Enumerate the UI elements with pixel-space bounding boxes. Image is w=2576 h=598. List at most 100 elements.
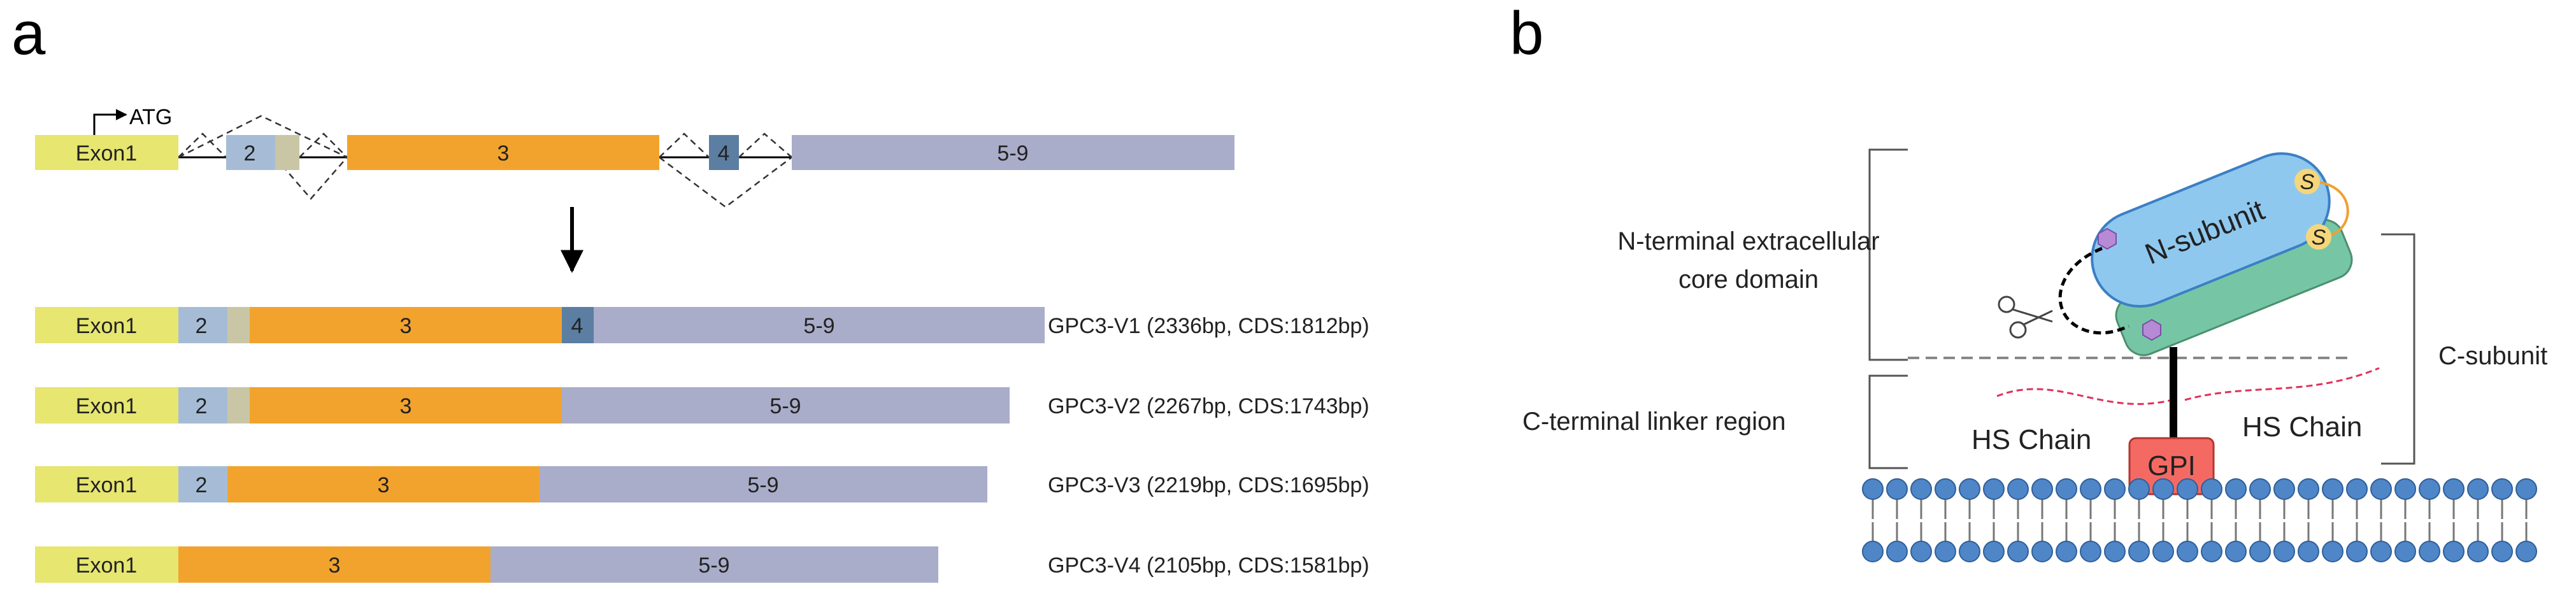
panel-b-letter: b xyxy=(1510,0,1543,68)
disulfide-s-bottom-label: S xyxy=(2312,225,2326,250)
scissors-icon xyxy=(1998,295,2053,339)
v1-caption: GPC3-V1 (2336bp, CDS:1812bp) xyxy=(1048,314,1370,338)
lipid-head-icon xyxy=(2346,541,2368,562)
v1-exon-5-9-label: 5-9 xyxy=(803,314,834,338)
v1-exon-4-label: 4 xyxy=(571,314,583,338)
disulfide-bond-line xyxy=(2308,180,2349,237)
panel-b: b N-terminal extracellular core domain C… xyxy=(1510,0,2547,562)
lipid-head-icon xyxy=(2394,541,2416,562)
exon-3 xyxy=(347,135,659,170)
lipid-head-icon xyxy=(2128,541,2150,562)
lipid-head-icon xyxy=(2443,478,2465,500)
gpi-label: GPI xyxy=(2147,450,2196,481)
v1-exon-3-label: 3 xyxy=(400,314,412,338)
hexagon-bottom-icon xyxy=(2142,318,2161,341)
lipid-head-icon xyxy=(2225,541,2247,562)
lipid-head-icon xyxy=(1959,478,1980,500)
hexagon-top-icon xyxy=(2098,227,2117,250)
lipid-head-icon xyxy=(2152,541,2174,562)
disulfide-s-top-icon xyxy=(2294,169,2320,194)
lipid-head-icon xyxy=(2056,478,2077,500)
lipid-head-icon xyxy=(2249,478,2271,500)
lipid-head-icon xyxy=(1862,478,1884,500)
v4-exon-1-label: Exon1 xyxy=(76,553,137,578)
hs-chain-right-curve xyxy=(2184,367,2380,401)
lipid-head-icon xyxy=(2104,541,2126,562)
lipid-head-icon xyxy=(1910,541,1932,562)
lipid-head-icon xyxy=(1910,478,1932,500)
variant-v4: Exon1 3 5-9 GPC3-V4 (2105bp, CDS:1581bp) xyxy=(35,546,1370,583)
lipid-head-icon xyxy=(2031,541,2053,562)
lipid-head-icon xyxy=(1983,541,2005,562)
v3-exon-3-label: 3 xyxy=(378,473,390,497)
exon-5-9 xyxy=(792,135,1234,170)
variant-v1: Exon1 2 3 4 5-9 GPC3-V1 (2336bp, CDS:181… xyxy=(35,307,1370,343)
exon-1 xyxy=(35,135,178,170)
exon-2-alt-region xyxy=(275,135,299,170)
lipid-head-icon xyxy=(1886,541,1908,562)
lipid-head-icon xyxy=(2467,478,2489,500)
lipid-bilayer xyxy=(1862,478,2537,562)
v4-exon-3-label: 3 xyxy=(329,553,341,578)
lipid-head-icon xyxy=(2515,541,2537,562)
lipid-head-icon xyxy=(2467,541,2489,562)
n-terminal-bracket xyxy=(1868,148,1908,361)
exon-4 xyxy=(709,135,739,170)
lipid-head-icon xyxy=(2515,478,2537,500)
lipid-head-icon xyxy=(2080,541,2101,562)
disulfide-s-top-label: S xyxy=(2300,170,2315,194)
v2-exon-2-label: 2 xyxy=(196,394,208,418)
lipid-head-icon xyxy=(2080,478,2101,500)
start-codon-label: ATG xyxy=(129,105,172,129)
hs-chain-left-label: HS Chain xyxy=(1971,424,2091,455)
lipid-head-icon xyxy=(1935,478,1956,500)
lipid-head-icon xyxy=(2491,478,2513,500)
lipid-head-icon xyxy=(2249,541,2271,562)
splice-junctions xyxy=(178,115,792,208)
n-terminal-label-line2: core domain xyxy=(1678,266,1819,294)
lipid-head-icon xyxy=(2152,478,2174,500)
v2-exon-5-9-label: 5-9 xyxy=(769,394,801,418)
v2-exon-1-label: Exon1 xyxy=(76,394,137,418)
hs-chain-right-label: HS Chain xyxy=(2242,411,2362,443)
lipid-head-icon xyxy=(2104,478,2126,500)
lipid-head-icon xyxy=(1886,478,1908,500)
lipid-head-icon xyxy=(2419,541,2440,562)
hs-chain-left-curve xyxy=(1996,388,2173,405)
glypican-core-protein: N-subunit xyxy=(2091,152,2353,357)
lipid-head-icon xyxy=(2177,478,2198,500)
lipid-head-icon xyxy=(2443,541,2465,562)
lipid-head-icon xyxy=(2298,478,2319,500)
panel-a: a ATG Exo xyxy=(11,0,1370,583)
lipid-head-icon xyxy=(2056,541,2077,562)
v1-exon-2-label: 2 xyxy=(196,314,208,338)
lipid-head-icon xyxy=(2201,541,2222,562)
lipid-head-icon xyxy=(2419,478,2440,500)
lipid-head-icon xyxy=(2370,541,2392,562)
lipid-head-icon xyxy=(2225,478,2247,500)
v3-exon-5-9-label: 5-9 xyxy=(747,473,778,497)
lipid-head-icon xyxy=(2370,478,2392,500)
lipid-head-icon xyxy=(2491,541,2513,562)
v2-exon-3-label: 3 xyxy=(400,394,412,418)
n-terminal-label-line1: N-terminal extracellular xyxy=(1617,227,1879,255)
lipid-head-icon xyxy=(1959,541,1980,562)
lipid-head-icon xyxy=(2322,541,2343,562)
lipid-head-icon xyxy=(2273,541,2295,562)
panel-a-letter: a xyxy=(11,0,46,68)
v2-caption: GPC3-V2 (2267bp, CDS:1743bp) xyxy=(1048,394,1370,418)
c-subunit-label: C-subunit xyxy=(2438,342,2547,370)
v3-exon-2-label: 2 xyxy=(196,473,208,497)
gene-structure: ATG Exon1 2 3 4 5-9 xyxy=(35,105,1234,208)
lipid-head-icon xyxy=(2298,541,2319,562)
lipid-head-icon xyxy=(2031,478,2053,500)
variant-v3: Exon1 2 3 5-9 GPC3-V3 (2219bp, CDS:1695b… xyxy=(35,466,1370,502)
v4-exon-5-9-label: 5-9 xyxy=(698,553,729,578)
lipid-head-icon xyxy=(1862,541,1884,562)
lipid-head-icon xyxy=(1983,478,2005,500)
lipid-head-icon xyxy=(2346,478,2368,500)
lipid-head-icon xyxy=(2177,541,2198,562)
c-subunit-bracket xyxy=(2381,233,2415,465)
disulfide-s-bottom-icon xyxy=(2306,224,2331,250)
